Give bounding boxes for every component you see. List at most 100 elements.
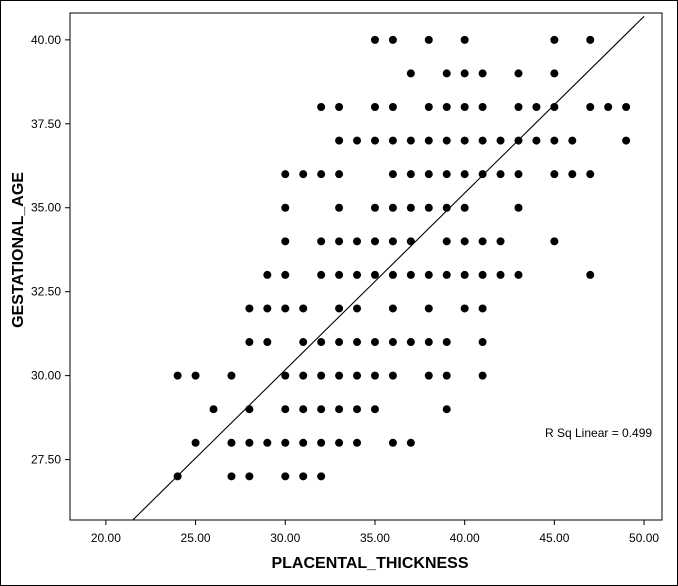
data-point <box>460 136 469 145</box>
data-point <box>263 304 272 313</box>
data-point <box>299 438 308 447</box>
data-point <box>550 69 559 78</box>
data-point <box>281 438 290 447</box>
data-point <box>514 69 523 78</box>
data-point <box>370 371 379 380</box>
data-point <box>281 237 290 246</box>
data-point <box>317 371 326 380</box>
data-point <box>281 170 290 179</box>
data-point <box>496 270 505 279</box>
x-tick-label: 30.00 <box>270 531 300 545</box>
data-point <box>424 304 433 313</box>
data-point <box>388 170 397 179</box>
data-point <box>460 170 469 179</box>
data-point <box>424 338 433 347</box>
data-point <box>442 270 451 279</box>
data-point <box>191 438 200 447</box>
data-point <box>532 103 541 112</box>
data-point <box>586 270 595 279</box>
data-point <box>550 136 559 145</box>
data-point <box>388 371 397 380</box>
data-point <box>281 304 290 313</box>
data-points <box>173 35 631 481</box>
data-point <box>317 170 326 179</box>
data-point <box>263 438 272 447</box>
data-point <box>586 35 595 44</box>
data-point <box>335 438 344 447</box>
data-point <box>353 338 362 347</box>
data-point <box>460 270 469 279</box>
data-point <box>496 136 505 145</box>
data-point <box>442 103 451 112</box>
data-point <box>424 35 433 44</box>
data-point <box>317 237 326 246</box>
data-point <box>622 136 631 145</box>
data-point <box>370 237 379 246</box>
data-point <box>478 371 487 380</box>
data-point <box>514 103 523 112</box>
data-point <box>442 237 451 246</box>
data-point <box>442 405 451 414</box>
data-point <box>406 237 415 246</box>
data-point <box>299 405 308 414</box>
data-point <box>335 405 344 414</box>
data-point <box>460 103 469 112</box>
data-point <box>317 438 326 447</box>
data-point <box>353 237 362 246</box>
data-point <box>353 136 362 145</box>
data-point <box>317 472 326 481</box>
data-point <box>299 170 308 179</box>
plot-area-border <box>69 12 663 521</box>
data-point <box>245 472 254 481</box>
data-point <box>532 136 541 145</box>
data-point <box>568 170 577 179</box>
y-tick-label: 35.00 <box>31 201 61 215</box>
x-tick-label: 20.00 <box>91 531 121 545</box>
y-tick-label: 40.00 <box>31 33 61 47</box>
data-point <box>478 237 487 246</box>
y-tick-label: 37.50 <box>31 117 61 131</box>
tick-marks: 20.00 25.00 30.00 35.00 40.00 45.00 50.00 27.50… <box>31 33 659 545</box>
r-squared-annotation: R Sq Linear = 0.499 <box>545 426 652 440</box>
data-point <box>460 237 469 246</box>
data-point <box>335 103 344 112</box>
data-point <box>478 136 487 145</box>
data-point <box>460 304 469 313</box>
data-point <box>353 304 362 313</box>
data-point <box>227 438 236 447</box>
data-point <box>370 338 379 347</box>
x-tick-label: 40.00 <box>450 531 480 545</box>
data-point <box>281 371 290 380</box>
data-point <box>281 472 290 481</box>
data-point <box>406 136 415 145</box>
data-point <box>460 69 469 78</box>
data-point <box>478 103 487 112</box>
data-point <box>335 304 344 313</box>
data-point <box>281 203 290 212</box>
data-point <box>442 338 451 347</box>
data-point <box>514 203 523 212</box>
data-point <box>478 170 487 179</box>
data-point <box>406 438 415 447</box>
data-point <box>263 338 272 347</box>
x-tick-label: 35.00 <box>360 531 390 545</box>
data-point <box>370 270 379 279</box>
data-point <box>227 472 236 481</box>
data-point <box>514 170 523 179</box>
data-point <box>299 304 308 313</box>
y-axis-title: GESTATIONAL_AGE <box>10 172 27 328</box>
data-point <box>335 170 344 179</box>
data-point <box>370 35 379 44</box>
data-point <box>424 203 433 212</box>
data-point <box>496 237 505 246</box>
data-point <box>245 338 254 347</box>
data-point <box>586 103 595 112</box>
data-point <box>406 270 415 279</box>
data-point <box>442 170 451 179</box>
data-point <box>245 405 254 414</box>
data-point <box>568 136 577 145</box>
data-point <box>388 35 397 44</box>
data-point <box>388 203 397 212</box>
data-point <box>550 103 559 112</box>
